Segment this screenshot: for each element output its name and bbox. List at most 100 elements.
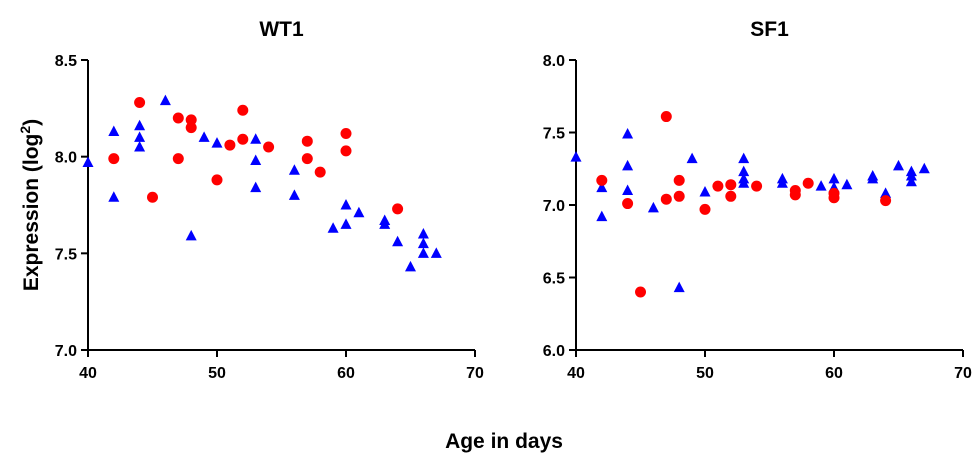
- data-point-circle-wt1: [134, 97, 146, 109]
- data-point-triangle-wt1: [379, 218, 391, 229]
- x-tick-label-sf1: 40: [567, 365, 585, 382]
- data-point-triangle-wt1: [327, 222, 339, 233]
- data-point-triangle-wt1: [288, 164, 300, 175]
- data-point-circle-sf1: [789, 189, 801, 201]
- data-point-circle-wt1: [224, 139, 236, 151]
- data-point-triangle-wt1: [159, 94, 171, 106]
- data-point-circle-wt1: [301, 153, 313, 165]
- x-tick-label-sf1: 60: [825, 365, 843, 382]
- data-point-triangle-wt1: [340, 199, 352, 210]
- data-point-triangle-wt1: [108, 125, 120, 137]
- chart-title-sf1: SF1: [750, 18, 789, 41]
- data-point-triangle-sf1: [841, 178, 853, 190]
- data-point-triangle-wt1: [417, 237, 429, 249]
- data-point-triangle-sf1: [905, 170, 917, 181]
- data-point-triangle-wt1: [288, 189, 300, 200]
- data-point-circle-sf1: [596, 174, 608, 186]
- data-point-triangle-wt1: [430, 247, 442, 258]
- data-point-circle-wt1: [185, 122, 197, 134]
- data-point-triangle-sf1: [699, 185, 711, 197]
- data-point-circle-sf1: [660, 193, 672, 205]
- data-point-circle-sf1: [712, 180, 724, 192]
- data-point-triangle-sf1: [815, 180, 827, 191]
- data-point-circle-wt1: [237, 133, 249, 145]
- y-tick-label-sf1: 6.5: [543, 271, 565, 288]
- data-point-circle-sf1: [622, 198, 634, 210]
- data-point-circle-sf1: [828, 192, 840, 204]
- y-axis-label: Expression (log2): [17, 119, 43, 291]
- data-point-triangle-sf1: [647, 201, 659, 213]
- y-tick-label-sf1: 7.0: [543, 198, 565, 215]
- data-point-circle-sf1: [660, 111, 672, 123]
- data-point-triangle-wt1: [250, 181, 262, 193]
- data-point-triangle-sf1: [905, 175, 917, 187]
- data-point-circle-wt1: [263, 141, 275, 153]
- x-tick-label-wt1: 40: [79, 365, 97, 382]
- data-point-triangle-sf1: [622, 184, 634, 195]
- data-point-triangle-wt1: [198, 131, 210, 142]
- data-point-triangle-sf1: [596, 210, 608, 222]
- data-point-triangle-wt1: [134, 141, 146, 152]
- data-point-circle-wt1: [237, 104, 249, 116]
- data-point-circle-wt1: [392, 203, 404, 215]
- data-point-circle-sf1: [802, 177, 814, 189]
- data-point-triangle-sf1: [738, 177, 750, 188]
- x-tick-label-wt1: 50: [208, 365, 226, 382]
- data-point-circle-wt1: [185, 114, 197, 126]
- data-point-circle-wt1: [340, 127, 352, 139]
- data-point-circle-sf1: [725, 190, 737, 202]
- data-point-circle-wt1: [108, 153, 120, 165]
- data-point-circle-wt1: [301, 135, 313, 147]
- data-point-circle-wt1: [211, 174, 223, 186]
- data-point-circle-sf1: [673, 190, 685, 202]
- x-tick-label-wt1: 60: [337, 365, 355, 382]
- y-tick-label-sf1: 6.0: [543, 343, 565, 360]
- data-point-triangle-sf1: [738, 165, 750, 177]
- data-point-triangle-sf1: [880, 187, 892, 198]
- data-point-triangle-sf1: [828, 172, 840, 184]
- chart-title-wt1: WT1: [259, 18, 304, 41]
- data-point-circle-sf1: [699, 203, 711, 215]
- y-tick-label-sf1: 7.5: [543, 126, 565, 143]
- data-point-triangle-wt1: [392, 235, 404, 247]
- data-point-triangle-wt1: [211, 137, 223, 148]
- data-point-triangle-wt1: [250, 133, 262, 144]
- x-tick-label-wt1: 70: [466, 365, 484, 382]
- data-point-triangle-sf1: [622, 127, 634, 139]
- panel-wt1: WT1 7.0 7.5 8.0 8.5 40 50 60 70: [55, 18, 484, 382]
- data-point-circle-wt1: [340, 145, 352, 157]
- data-point-triangle-sf1: [673, 281, 685, 293]
- data-point-triangle-sf1: [686, 152, 698, 164]
- data-point-triangle-wt1: [82, 156, 94, 167]
- data-point-triangle-wt1: [185, 229, 197, 241]
- data-point-triangle-wt1: [405, 260, 416, 272]
- data-point-triangle-wt1: [108, 191, 120, 202]
- data-point-triangle-sf1: [867, 172, 879, 184]
- data-point-triangle-wt1: [417, 228, 429, 239]
- y-tick-label-sf1: 8.0: [543, 53, 565, 70]
- data-point-triangle-sf1: [596, 181, 608, 193]
- data-point-triangle-sf1: [738, 152, 750, 164]
- data-point-circle-sf1: [880, 195, 892, 207]
- data-point-triangle-sf1: [622, 159, 634, 171]
- data-point-triangle-wt1: [250, 154, 262, 166]
- data-point-circle-sf1: [725, 179, 737, 191]
- data-point-triangle-sf1: [918, 162, 930, 174]
- data-point-triangle-wt1: [417, 247, 429, 258]
- data-point-triangle-sf1: [570, 151, 582, 162]
- data-point-triangle-sf1: [893, 159, 904, 171]
- data-point-triangle-wt1: [340, 218, 352, 229]
- data-point-circle-sf1: [635, 286, 646, 298]
- panel-sf1: SF1 6.0 6.5 7.0 7.5 8.0 40 50 60 70: [543, 18, 972, 382]
- data-point-circle-wt1: [147, 191, 158, 203]
- data-point-triangle-wt1: [134, 131, 146, 142]
- data-point-circle-sf1: [751, 180, 763, 192]
- y-tick-label-wt1: 7.5: [55, 246, 77, 263]
- data-point-circle-wt1: [172, 153, 184, 165]
- x-tick-label-sf1: 70: [954, 365, 972, 382]
- data-point-triangle-wt1: [353, 206, 365, 218]
- y-tick-label-wt1: 7.0: [55, 343, 77, 360]
- x-axis-label: Age in days: [445, 430, 563, 453]
- y-tick-label-wt1: 8.0: [55, 150, 77, 167]
